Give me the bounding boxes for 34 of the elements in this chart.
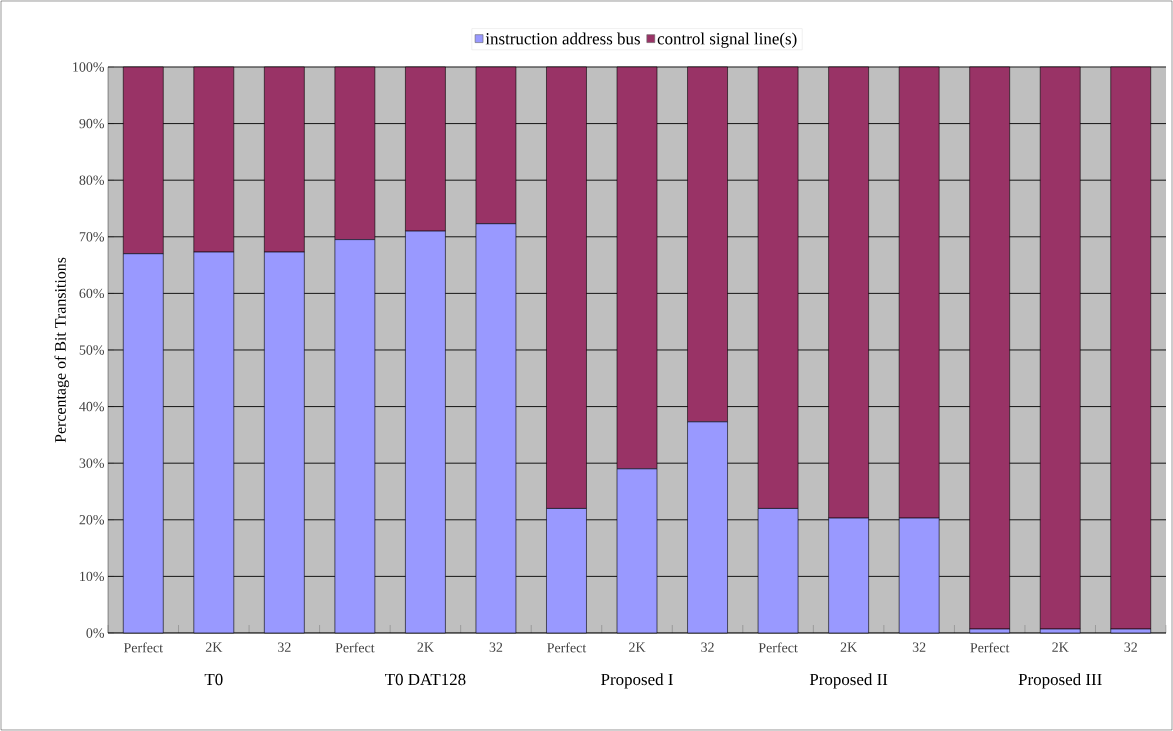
y-tick-label: 50%	[79, 345, 105, 355]
legend-label: control signal line(s)	[657, 32, 797, 48]
x-tick-label: Perfect	[758, 642, 798, 653]
text: T0	[204, 673, 223, 686]
y-tick-label: 80%	[79, 175, 105, 185]
x-tick-label: 2K	[629, 642, 646, 652]
x-tick-label: Perfect	[335, 642, 375, 653]
x-tick-label: Perfect	[123, 642, 163, 653]
y-axis-title: Percentage of Bit Transitions	[54, 257, 70, 443]
x-tick-label: 32	[489, 642, 503, 652]
y-tick-label: 70%	[79, 232, 105, 242]
x-tick-label: 32	[912, 642, 926, 652]
y-tick-label: 20%	[79, 515, 105, 525]
y-tick-label: 0%	[86, 628, 105, 638]
x-tick-label: 2K	[417, 642, 434, 652]
y-tick-label: 10%	[80, 571, 105, 582]
x-tick-label: 2K	[1052, 642, 1069, 652]
text: Proposed I	[601, 673, 673, 689]
y-tick-label: 30%	[79, 458, 105, 468]
legend-label: instruction address bus	[485, 32, 640, 45]
x-tick-label: 2K	[840, 642, 857, 652]
y-tick-label: 90%	[79, 118, 105, 129]
y-tick-label: 100%	[73, 62, 105, 72]
x-tick-label: 32	[701, 642, 714, 652]
text: Proposed III	[1018, 673, 1102, 689]
x-tick-label: 32	[1124, 642, 1137, 652]
text: Proposed II	[809, 673, 888, 689]
x-tick-label: Perfect	[547, 642, 587, 653]
x-tick-label: 32	[278, 642, 291, 652]
y-tick-label: 60%	[79, 288, 105, 299]
x-tick-label: 2K	[205, 642, 223, 652]
text: T0 DAT128	[385, 673, 466, 686]
x-tick-label: Perfect	[970, 642, 1010, 653]
y-tick-label: 40%	[79, 401, 105, 412]
